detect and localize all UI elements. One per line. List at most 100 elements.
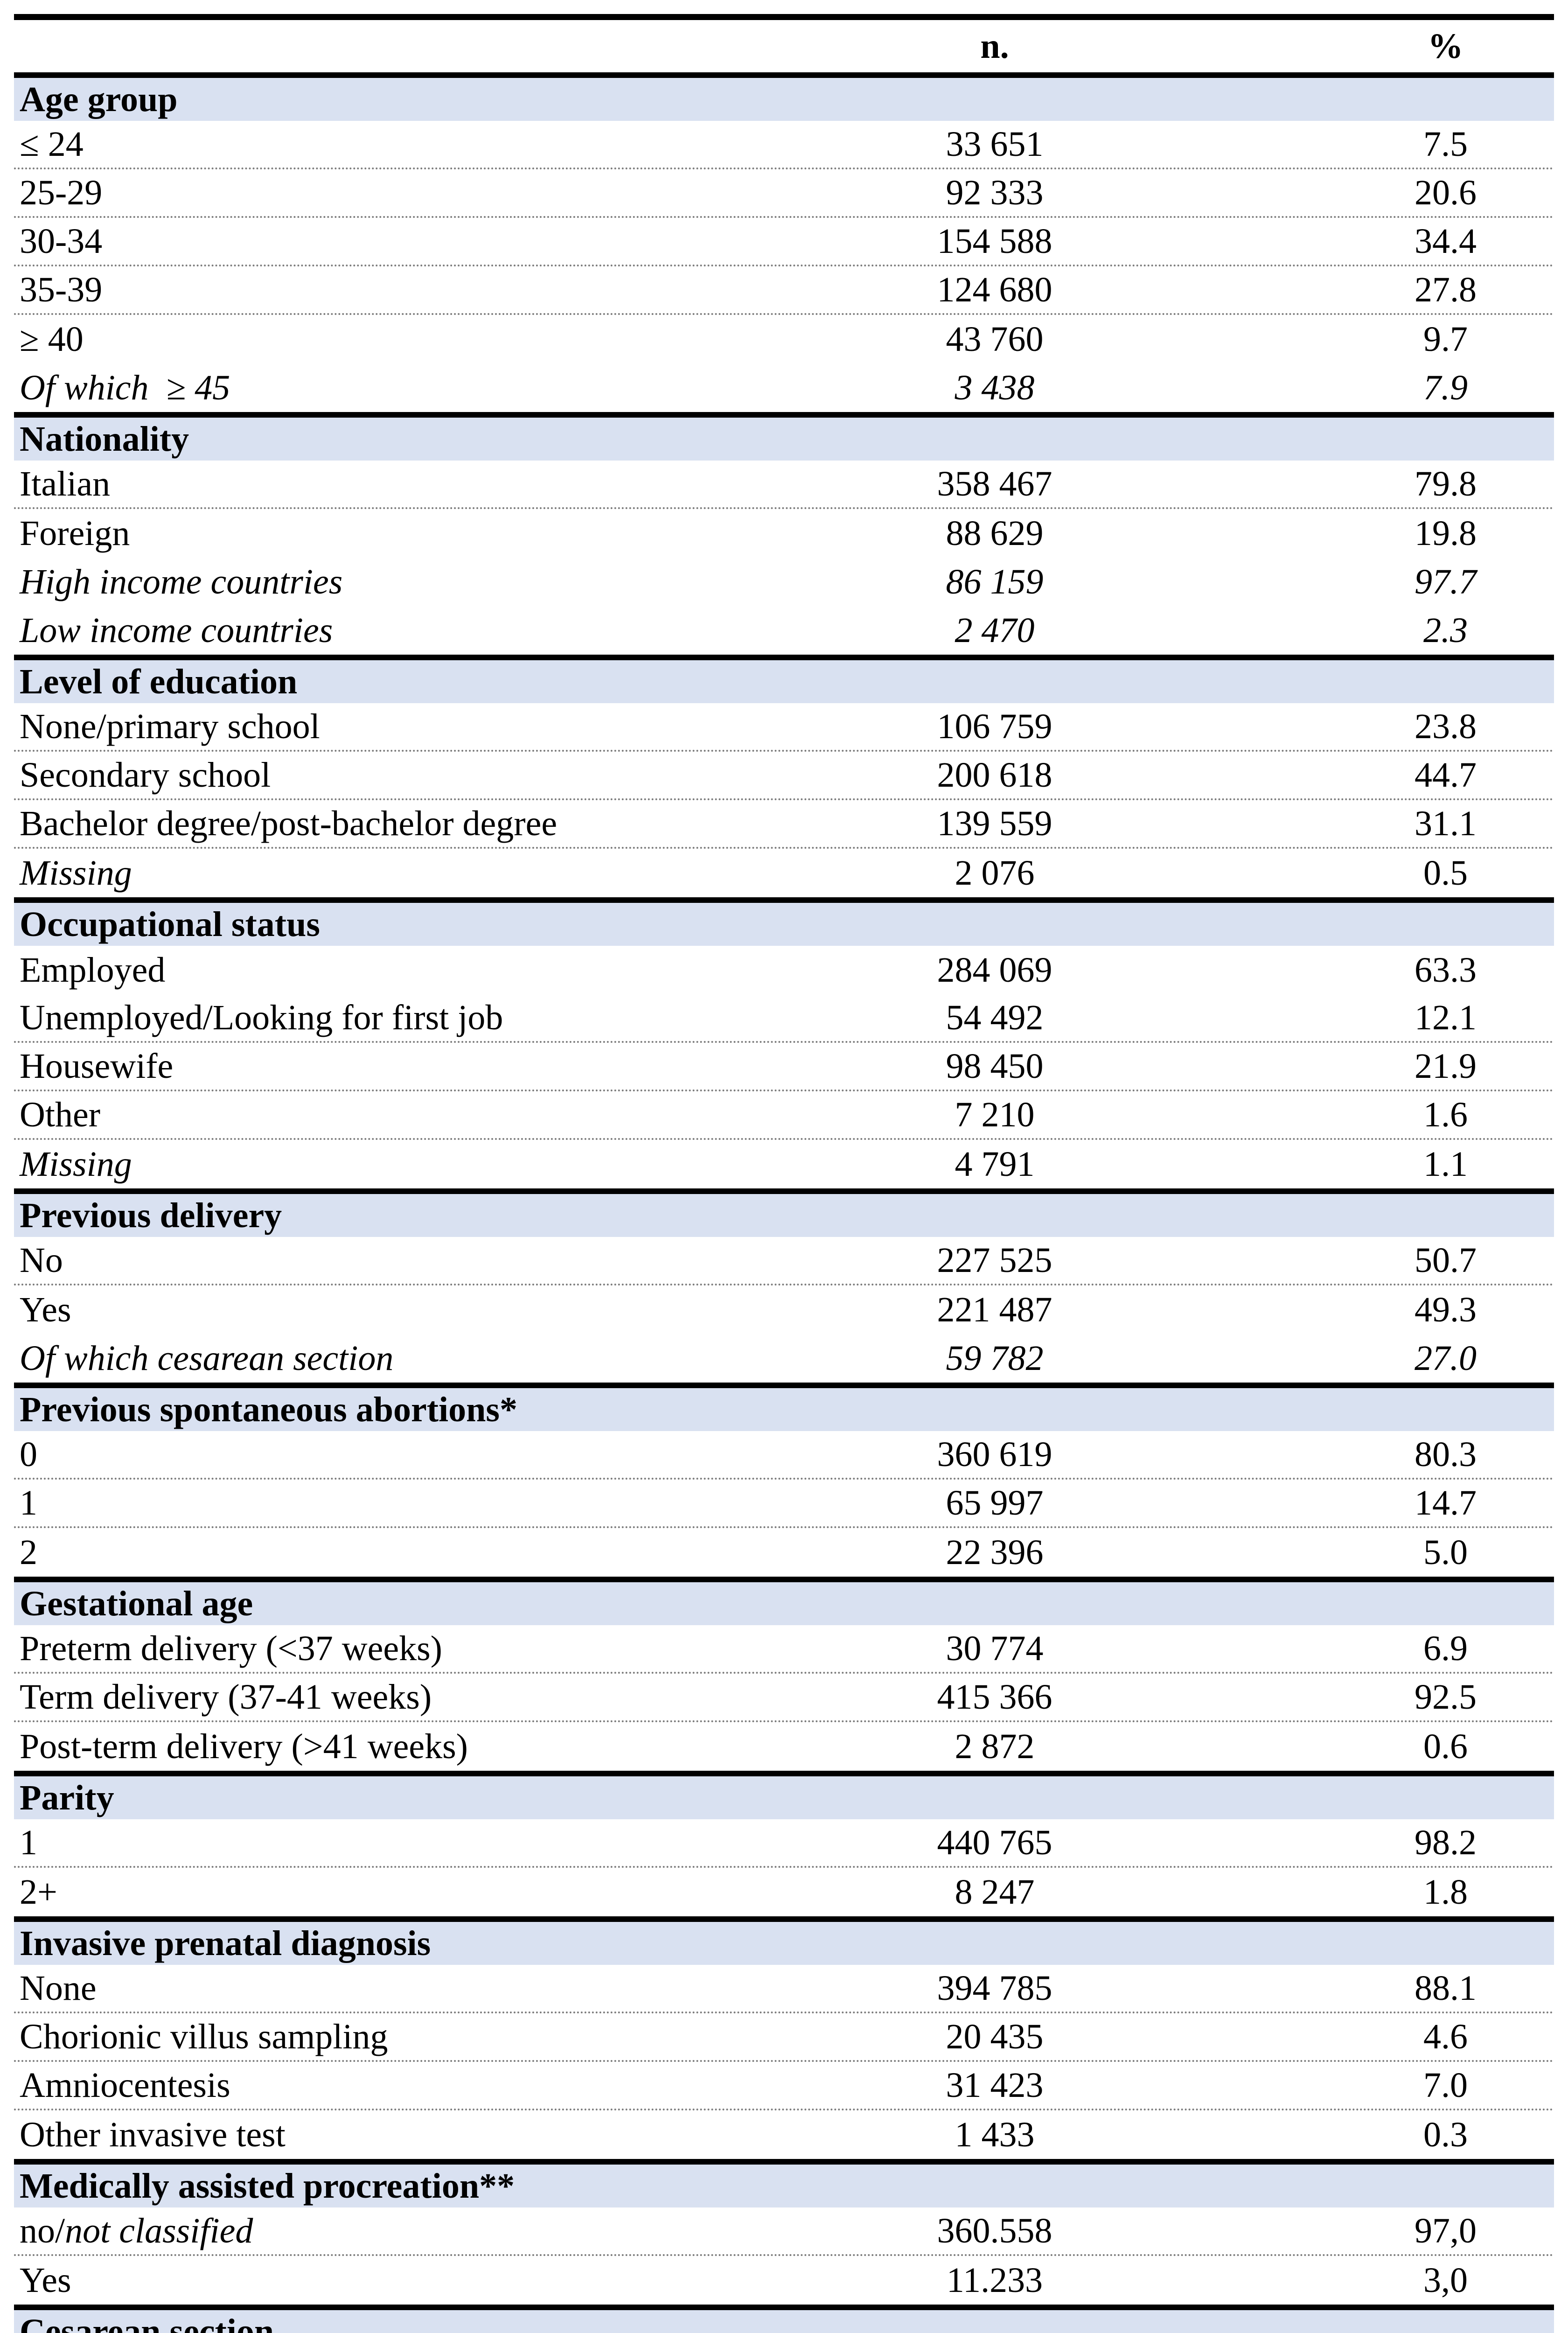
- row-n-value: 440 765: [937, 1823, 1052, 1862]
- row-label-italic: not classified: [65, 2211, 253, 2250]
- row-n-value: 227 525: [937, 1241, 1052, 1280]
- row-n-value: 106 759: [937, 707, 1052, 746]
- row-label: Yes: [20, 2261, 71, 2300]
- row-n-value: 2 872: [955, 1727, 1035, 1766]
- row-n-value: 2 470: [955, 611, 1035, 650]
- table-row: no/not classified 360.558 97,0: [14, 2207, 1554, 2256]
- row-n-value: 124 680: [937, 270, 1052, 309]
- row-n-value: 139 559: [937, 804, 1052, 843]
- row-n-value: 31 423: [946, 2066, 1044, 2105]
- section-header-cesarean-section: Cesarean section: [14, 2305, 1554, 2333]
- section-title: Previous delivery: [20, 1196, 282, 1235]
- row-pct-value: 1.8: [1423, 1872, 1468, 1912]
- row-n-value: 86 159: [946, 562, 1044, 601]
- row-n-value: 394 785: [937, 1969, 1052, 2008]
- row-n-value: 358 467: [937, 464, 1052, 503]
- row-pct-value: 50.7: [1415, 1241, 1477, 1280]
- table-row: 2 22 396 5.0: [14, 1528, 1554, 1577]
- row-pct-value: 7.9: [1423, 368, 1468, 407]
- section-title: Nationality: [20, 419, 189, 459]
- row-n-value: 30 774: [946, 1629, 1044, 1668]
- table-header-row: n. %: [14, 20, 1554, 72]
- row-pct-value: 2.3: [1423, 611, 1468, 650]
- header-pct: %: [1428, 27, 1463, 66]
- row-pct-value: 12.1: [1415, 998, 1477, 1037]
- row-n-value: 3 438: [955, 368, 1035, 407]
- section-title: Occupational status: [20, 905, 320, 944]
- row-label: Other: [20, 1095, 101, 1134]
- row-label: 1: [20, 1823, 37, 1862]
- row-pct-value: 63.3: [1415, 950, 1477, 990]
- row-label: 2+: [20, 1872, 57, 1912]
- row-pct-value: 23.8: [1415, 707, 1477, 746]
- section-header-previous-abortions: Previous spontaneous abortions*: [14, 1383, 1554, 1431]
- section-header-invasive-diagnosis: Invasive prenatal diagnosis: [14, 1916, 1554, 1965]
- section-header-occupational-status: Occupational status: [14, 897, 1554, 946]
- row-pct-value: 97,0: [1415, 2211, 1477, 2250]
- section-title: Level of education: [20, 662, 298, 701]
- row-n-value: 415 366: [937, 1677, 1052, 1717]
- row-label: Of which cesarean section: [20, 1339, 394, 1378]
- table-row: Low income countries 2 470 2.3: [14, 606, 1554, 655]
- row-n-value: 88 629: [946, 514, 1044, 553]
- row-pct-value: 31.1: [1415, 804, 1477, 843]
- row-n-value: 284 069: [937, 950, 1052, 990]
- table-row: 30-34 154 588 34.4: [14, 218, 1554, 266]
- table-row: Italian 358 467 79.8: [14, 461, 1554, 509]
- row-label: None: [20, 1969, 97, 2008]
- header-n: n.: [980, 27, 1009, 66]
- table-row: Employed 284 069 63.3: [14, 946, 1554, 994]
- row-label: 35-39: [20, 270, 103, 309]
- row-label: 1: [20, 1483, 37, 1523]
- section-title: Cesarean section: [20, 2312, 274, 2333]
- row-label: Chorionic villus sampling: [20, 2017, 388, 2056]
- row-label: Unemployed/Looking for first job: [20, 998, 503, 1037]
- table-row: Missing 2 076 0.5: [14, 849, 1554, 897]
- table-row: Bachelor degree/post-bachelor degree 139…: [14, 800, 1554, 849]
- row-pct-value: 4.6: [1423, 2017, 1468, 2056]
- row-pct-value: 7.5: [1423, 125, 1468, 164]
- row-n-value: 221 487: [937, 1290, 1052, 1329]
- table-row: Preterm delivery (<37 weeks) 30 774 6.9: [14, 1625, 1554, 1674]
- row-n-value: 154 588: [937, 222, 1052, 261]
- row-pct-value: 97.7: [1415, 562, 1477, 601]
- row-pct-value: 6.9: [1423, 1629, 1468, 1668]
- table-row: 1 65 997 14.7: [14, 1480, 1554, 1528]
- table-row: Other 7 210 1.6: [14, 1091, 1554, 1140]
- section-title: Age group: [20, 80, 178, 119]
- row-n-value: 54 492: [946, 998, 1044, 1037]
- table-row: Post-term delivery (>41 weeks) 2 872 0.6: [14, 1722, 1554, 1771]
- row-label: Housewife: [20, 1047, 174, 1086]
- row-label: no/not classified: [14, 2213, 652, 2249]
- row-pct-value: 1.6: [1423, 1095, 1468, 1134]
- row-n-value: 20 435: [946, 2017, 1044, 2056]
- row-label: 2: [20, 1533, 37, 1572]
- table-row: None 394 785 88.1: [14, 1965, 1554, 2013]
- section-header-medically-assisted-procreation: Medically assisted procreation**: [14, 2159, 1554, 2207]
- row-label: Of which ≥ 45: [20, 368, 230, 407]
- table-row: Yes 11.233 3,0: [14, 2256, 1554, 2305]
- row-pct-value: 88.1: [1415, 1969, 1477, 2008]
- row-n-value: 11.233: [946, 2261, 1043, 2300]
- table-row: No 227 525 50.7: [14, 1237, 1554, 1285]
- row-label: High income countries: [20, 562, 343, 601]
- row-n-value: 98 450: [946, 1047, 1044, 1086]
- row-pct-value: 79.8: [1415, 464, 1477, 503]
- row-label: Missing: [20, 1145, 132, 1184]
- row-label: Post-term delivery (>41 weeks): [20, 1727, 468, 1766]
- section-title: Invasive prenatal diagnosis: [20, 1924, 431, 1963]
- row-n-value: 33 651: [946, 125, 1044, 164]
- row-pct-value: 14.7: [1415, 1483, 1477, 1523]
- table-row: 35-39 124 680 27.8: [14, 266, 1554, 315]
- table-row: 2+ 8 247 1.8: [14, 1868, 1554, 1916]
- row-label: 0: [20, 1435, 37, 1474]
- row-label: Secondary school: [20, 755, 271, 795]
- table-row: ≥ 40 43 760 9.7: [14, 315, 1554, 363]
- row-label: Employed: [20, 950, 166, 990]
- table-row: Yes 221 487 49.3: [14, 1285, 1554, 1334]
- row-n-value: 2 076: [955, 853, 1035, 893]
- section-header-nationality: Nationality: [14, 412, 1554, 461]
- row-pct-value: 92.5: [1415, 1677, 1477, 1717]
- table-row: High income countries 86 159 97.7: [14, 558, 1554, 606]
- row-label: Missing: [20, 853, 132, 893]
